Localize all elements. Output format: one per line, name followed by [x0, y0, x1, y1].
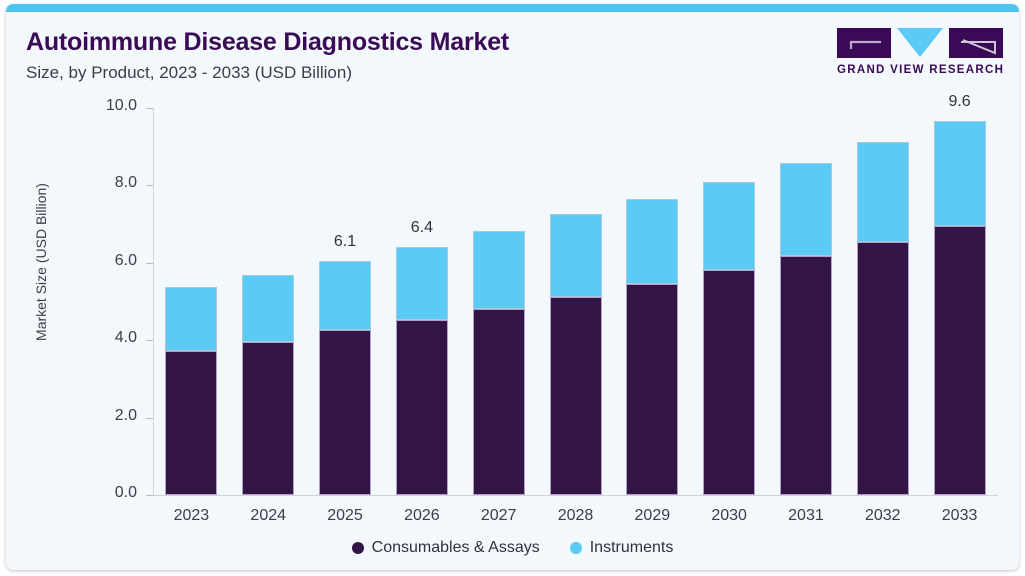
x-tick-label: 2024: [250, 507, 287, 524]
bar-group[interactable]: [933, 121, 986, 495]
bar-group[interactable]: [549, 214, 602, 495]
bar-segment-instruments[interactable]: [319, 260, 372, 331]
bar-segment-instruments[interactable]: [165, 287, 218, 352]
bar-segment-consumables[interactable]: [549, 296, 602, 495]
top-accent-bar: [6, 4, 1019, 12]
logo-wordmark: GRAND VIEW RESEARCH: [837, 64, 1005, 76]
x-tick-label: 2033: [941, 507, 978, 524]
bar-group[interactable]: [319, 260, 372, 495]
bar-group[interactable]: [472, 231, 525, 495]
bar-segment-consumables[interactable]: [242, 342, 295, 495]
bar-segment-consumables[interactable]: [395, 320, 448, 495]
x-tick-label: 2032: [864, 507, 901, 524]
chart-card: Autoimmune Disease Diagnostics Market Si…: [6, 4, 1019, 570]
chart-header: Autoimmune Disease Diagnostics Market Si…: [6, 12, 1019, 94]
bar-value-label: 9.6: [948, 93, 971, 111]
bar-group[interactable]: [395, 246, 448, 495]
bar-segment-instruments[interactable]: [703, 181, 756, 270]
chart-legend: Consumables & Assays Instruments: [6, 539, 1019, 557]
y-tick-label: 8.0: [114, 174, 137, 192]
bar-segment-instruments[interactable]: [856, 142, 909, 242]
bar-value-label: 6.4: [410, 218, 433, 236]
x-axis-line: [153, 495, 998, 496]
y-tick-mark: [146, 108, 153, 109]
y-tick-mark: [146, 185, 153, 187]
x-tick-label: 2028: [557, 507, 594, 524]
legend-label: Instruments: [589, 539, 674, 556]
y-tick-label: 2.0: [114, 406, 137, 424]
bar-segment-instruments[interactable]: [933, 121, 986, 226]
y-tick-label: 0.0: [114, 484, 137, 501]
bar-segment-instruments[interactable]: [242, 274, 295, 343]
bar-group[interactable]: [856, 142, 909, 495]
bar-segment-consumables[interactable]: [856, 241, 909, 495]
bar-segment-consumables[interactable]: [165, 351, 218, 495]
bar-segment-consumables[interactable]: [626, 284, 679, 495]
x-tick-label: 2029: [634, 507, 671, 524]
chart-subtitle: Size, by Product, 2023 - 2033 (USD Billi…: [26, 63, 352, 82]
chart-plot-area: Market Size (USD Billion) 0.0 2.0 4.0 6.0 8.…: [6, 4, 1019, 570]
legend-swatch-icon: [569, 542, 582, 554]
y-tick-label: 6.0: [114, 251, 137, 269]
bar-value-label: 6.1: [333, 232, 357, 250]
bar-segment-consumables[interactable]: [319, 330, 372, 495]
bar-segment-consumables[interactable]: [472, 308, 525, 495]
x-tick-label: 2023: [173, 507, 210, 524]
bar-segment-instruments[interactable]: [779, 163, 832, 256]
y-tick-label: 10.0: [105, 97, 137, 114]
bar-group[interactable]: [242, 274, 295, 495]
legend-swatch-icon: [351, 542, 364, 554]
bar-group[interactable]: [703, 181, 756, 495]
legend-item[interactable]: Instruments: [569, 539, 674, 557]
y-tick-label: 4.0: [114, 329, 137, 347]
bar-group[interactable]: [165, 287, 218, 495]
bar-segment-instruments[interactable]: [549, 214, 602, 297]
bar-segment-consumables[interactable]: [933, 225, 986, 495]
bar-segment-consumables[interactable]: [703, 269, 756, 495]
x-tick-label: 2030: [711, 507, 747, 524]
bar-segment-consumables[interactable]: [779, 255, 832, 495]
y-tick-mark: [146, 495, 153, 496]
y-tick-mark: [146, 417, 153, 419]
bar-segment-instruments[interactable]: [472, 231, 525, 309]
y-axis-line: [153, 108, 154, 495]
grand-view-research-logo: GRAND VIEW RESEARCH: [837, 27, 1003, 83]
legend-item[interactable]: Consumables & Assays: [351, 539, 540, 557]
x-tick-label: 2031: [788, 507, 824, 524]
logo-mark-icon: [837, 28, 1003, 58]
x-tick-label: 2025: [327, 507, 363, 524]
page-title: Autoimmune Disease Diagnostics Market: [26, 28, 510, 56]
bar-segment-instruments[interactable]: [626, 199, 679, 285]
y-tick-mark: [146, 340, 153, 342]
bar-group[interactable]: [626, 199, 679, 495]
legend-label: Consumables & Assays: [371, 539, 540, 556]
bar-segment-instruments[interactable]: [395, 246, 448, 321]
x-tick-label: 2027: [480, 507, 517, 524]
y-axis-title: Market Size (USD Billion): [33, 183, 49, 341]
y-tick-mark: [146, 262, 153, 264]
x-tick-label: 2026: [404, 507, 440, 524]
bar-group[interactable]: [779, 163, 832, 495]
